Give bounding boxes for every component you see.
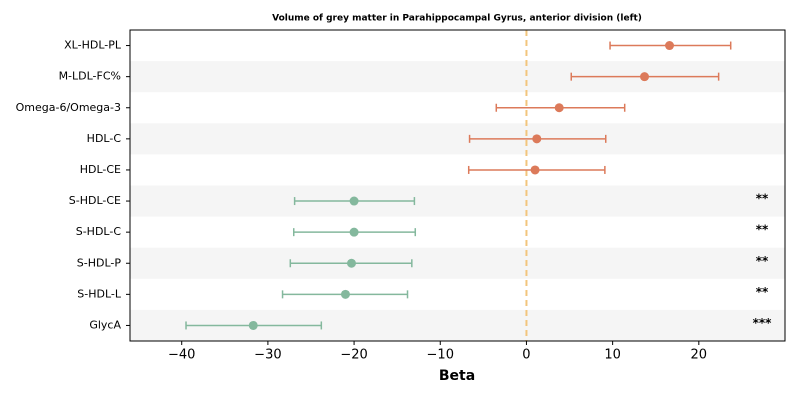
- significance-label: **: [756, 223, 769, 237]
- chart-title: Volume of grey matter in Parahippocampal…: [272, 14, 642, 24]
- row-band: [130, 247, 785, 279]
- significance-label: **: [756, 254, 769, 268]
- point: [340, 289, 350, 299]
- y-tick-label: Omega-6/Omega-3: [16, 101, 121, 114]
- x-tick-label: −10: [427, 348, 454, 363]
- point: [532, 134, 542, 144]
- x-axis-label: Beta: [439, 368, 475, 384]
- point: [248, 320, 258, 330]
- point: [640, 72, 650, 82]
- y-tick-label: M-LDL-FC%: [59, 70, 121, 83]
- x-tick-label: −30: [254, 348, 281, 363]
- y-tick-label: S-HDL-L: [77, 287, 122, 300]
- y-tick-label: GlycA: [89, 318, 121, 331]
- point: [349, 227, 359, 237]
- y-tick-label: S-HDL-CE: [69, 194, 121, 207]
- y-tick-label: HDL-C: [87, 132, 122, 145]
- y-tick-label: S-HDL-C: [76, 225, 122, 238]
- row-band: [130, 123, 785, 155]
- significance-label: **: [756, 285, 769, 299]
- point: [554, 103, 564, 113]
- point: [346, 258, 356, 268]
- x-tick-label: −20: [340, 348, 367, 363]
- x-tick-label: 10: [604, 348, 621, 363]
- point: [530, 165, 540, 175]
- significance-label: ***: [753, 316, 773, 330]
- row-band: [130, 185, 785, 217]
- point: [665, 41, 675, 51]
- point: [349, 196, 359, 206]
- x-tick-label: −40: [168, 348, 195, 363]
- y-tick-label: HDL-CE: [80, 163, 121, 176]
- x-tick-label: 0: [522, 348, 530, 363]
- plot-frame: [129, 29, 786, 342]
- y-tick-label: XL-HDL-PL: [64, 39, 122, 52]
- significance-label: **: [756, 192, 769, 206]
- x-tick-label: 20: [691, 348, 708, 363]
- y-tick-label: S-HDL-P: [77, 256, 122, 269]
